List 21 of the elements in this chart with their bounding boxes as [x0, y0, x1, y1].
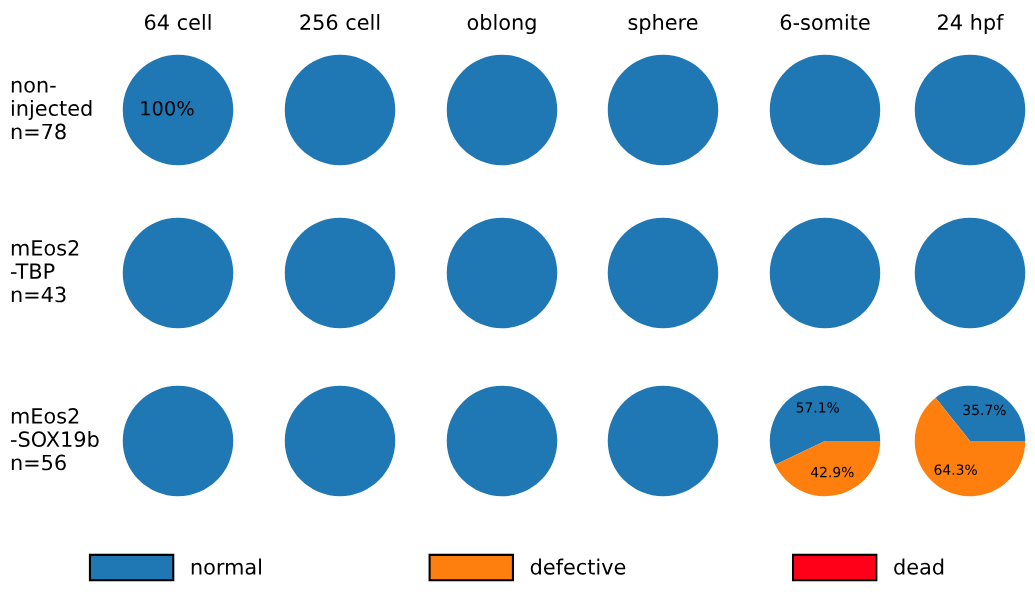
- chart-title: 256 cell: [300, 13, 380, 31]
- chart-title: sphere: [628, 13, 698, 35]
- legend-label: normal: [191, 558, 261, 575]
- pie-slice: [769, 385, 881, 465]
- chart-title: oblong: [467, 13, 536, 35]
- legend-label: dead: [894, 558, 944, 575]
- pie-slice: [935, 385, 1026, 441]
- chart-title: 6-somite: [780, 13, 870, 31]
- pie-slice: [775, 441, 881, 497]
- text: mEos2 -SOX19b n=56: [11, 407, 99, 471]
- data-label: 57.1%: [796, 402, 839, 413]
- text: non- injected n=78: [11, 80, 92, 140]
- text: mEos2 -TBP n=43: [11, 239, 79, 303]
- chart-title: 64 cell: [144, 13, 211, 31]
- chart-title: 24 hpf: [938, 13, 1004, 35]
- data-label: 64.3%: [934, 464, 977, 475]
- data-label: 42.9%: [810, 466, 854, 478]
- legend-label: defective: [530, 558, 626, 575]
- pie-slice: [914, 397, 1026, 497]
- data-label: 100%: [141, 100, 194, 116]
- data-label: 35.7%: [963, 404, 1006, 416]
